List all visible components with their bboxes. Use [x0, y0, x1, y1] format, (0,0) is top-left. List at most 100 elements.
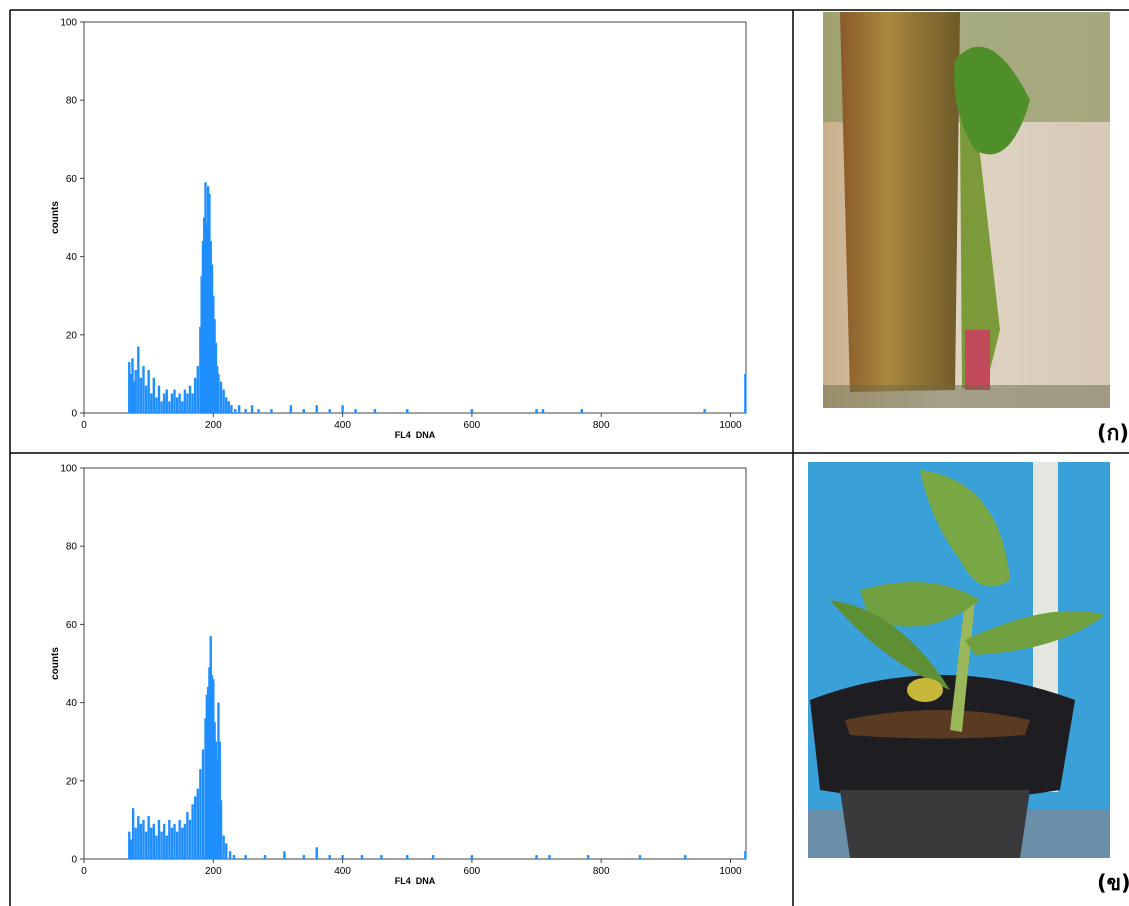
histogram-bar [135, 828, 137, 859]
histogram-bar [166, 836, 168, 859]
histogram-bar [703, 409, 705, 413]
y-tick-label: 20 [66, 776, 78, 787]
histogram-bar [354, 409, 356, 413]
histogram-bar [150, 828, 152, 859]
histogram-bar [270, 409, 272, 413]
histogram-bar [145, 386, 147, 413]
histogram-bar [155, 397, 157, 413]
histogram-bar [184, 390, 186, 413]
histogram-bar [155, 836, 157, 859]
histogram-bar [222, 836, 224, 859]
x-tick-label: 0 [81, 420, 87, 431]
histogram-bar [189, 820, 191, 859]
histogram-bar [548, 855, 550, 859]
histogram-bar [147, 370, 149, 413]
histogram-bar [140, 824, 142, 859]
histogram-bar [181, 401, 183, 413]
histogram-bar [230, 405, 232, 413]
histogram-bar [153, 378, 155, 413]
page: (ก) (ข) 02040608010002004006008001000FL4… [0, 0, 1129, 906]
histogram-bar [217, 374, 219, 413]
histogram-bar [189, 386, 191, 413]
y-tick-label: 40 [66, 698, 78, 709]
histogram-bar [290, 405, 292, 413]
histogram-bar [158, 386, 160, 413]
histogram-bar [194, 796, 196, 859]
y-axis-label: counts [50, 647, 61, 680]
x-tick-label: 800 [593, 866, 610, 877]
histogram-bar [251, 405, 253, 413]
y-tick-label: 100 [60, 18, 77, 29]
x-tick-label: 1000 [719, 420, 742, 431]
x-axis-label: FL4 DNA [395, 430, 436, 440]
plot-frame [84, 468, 746, 859]
histogram-bar [341, 855, 343, 859]
document: (ก) (ข) 02040608010002004006008001000FL4… [0, 0, 1129, 906]
histogram-bar [316, 847, 318, 859]
histogram-bar [542, 409, 544, 413]
histogram-bar [158, 820, 160, 859]
histogram-bar [744, 851, 746, 859]
histogram-bar [142, 366, 144, 413]
histogram-bar [316, 405, 318, 413]
histogram-bar [160, 401, 162, 413]
histogram-bar [303, 855, 305, 859]
histogram-bar [328, 855, 330, 859]
histogram-bar [238, 405, 240, 413]
histogram-bar [135, 370, 137, 413]
y-tick-label: 0 [71, 855, 77, 866]
y-tick-label: 80 [66, 542, 78, 553]
histogram-bar [163, 393, 165, 413]
histogram-bar [181, 828, 183, 859]
photo-banana-plant-field [823, 12, 1110, 408]
histogram-bar [535, 855, 537, 859]
histogram-bar [220, 800, 222, 859]
plot-frame [84, 22, 746, 413]
histogram-bar [163, 824, 165, 859]
histogram-bar [142, 820, 144, 859]
y-tick-label: 60 [66, 620, 78, 631]
histogram-bar [145, 832, 147, 859]
histogram-bar [166, 390, 168, 413]
histogram-bar [225, 843, 227, 859]
histogram-bar [176, 397, 178, 413]
x-tick-label: 1000 [719, 866, 742, 877]
histogram-bar [132, 808, 134, 859]
y-tick-label: 0 [71, 409, 77, 420]
histogram-bar [147, 816, 149, 859]
histogram-bar [361, 855, 363, 859]
histogram-bar [587, 855, 589, 859]
histogram-bar [471, 409, 473, 413]
histogram-bar [176, 832, 178, 859]
histogram-bar [137, 816, 139, 859]
histogram-bar [328, 409, 330, 413]
histogram-bar [186, 393, 188, 413]
histogram-bar [639, 855, 641, 859]
histogram-bar [234, 409, 236, 413]
histogram-bar [283, 851, 285, 859]
histogram-bar [178, 393, 180, 413]
histogram-bar [471, 855, 473, 859]
y-tick-label: 100 [60, 464, 77, 475]
x-tick-label: 600 [464, 866, 481, 877]
histogram-bar [168, 401, 170, 413]
panel-label: (ก) [1097, 421, 1129, 445]
histogram-bar [150, 393, 152, 413]
histogram-bar [171, 828, 173, 859]
histogram-bar [168, 820, 170, 859]
histogram-bar [186, 812, 188, 859]
panel-label: (ข) [1097, 871, 1129, 895]
histogram-bar [184, 824, 186, 859]
histogram-bar [535, 409, 537, 413]
histogram-bar [222, 390, 224, 413]
x-tick-label: 200 [205, 420, 222, 431]
x-tick-label: 600 [464, 420, 481, 431]
histogram-bar [194, 378, 196, 413]
histogram-bar [244, 409, 246, 413]
histogram-bar [432, 855, 434, 859]
x-tick-label: 400 [334, 866, 351, 877]
histogram-bar [197, 789, 199, 859]
histogram-bar [244, 855, 246, 859]
histogram-bar [178, 820, 180, 859]
